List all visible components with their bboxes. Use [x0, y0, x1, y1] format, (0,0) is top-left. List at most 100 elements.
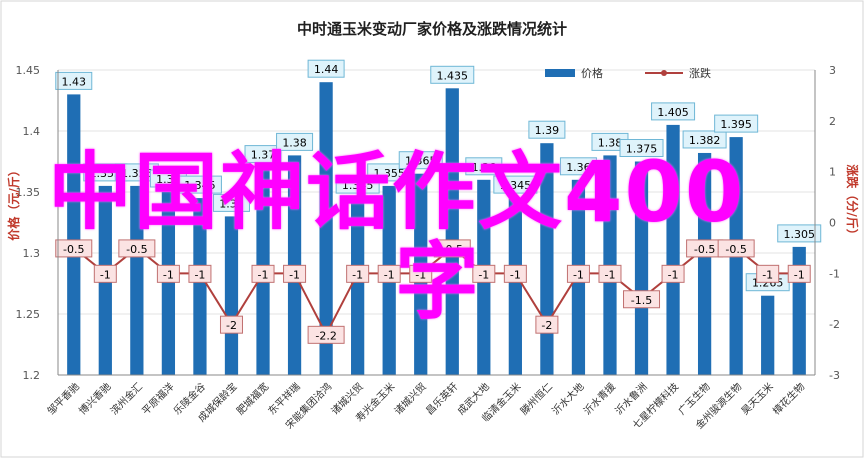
bar-label-box — [276, 132, 314, 151]
y-left-tick-label: 1.45 — [16, 64, 41, 77]
line-data-label: -0.5 — [725, 243, 746, 256]
y-left-tick-label: 1.35 — [16, 186, 41, 199]
line-data-label: -1 — [100, 268, 111, 281]
line-data-label: -2 — [541, 319, 552, 332]
bar-label-box — [651, 102, 696, 121]
bar-data-label: 1.36 — [566, 161, 591, 174]
line-label-box — [433, 239, 471, 258]
line-data-label: -1 — [762, 268, 773, 281]
line-data-label: -1 — [289, 268, 300, 281]
bar — [193, 198, 207, 375]
bar-label-box — [465, 157, 503, 176]
bar-data-label: 1.43 — [62, 75, 87, 88]
line-label-box — [307, 325, 345, 344]
y-right-tick-label: 2 — [829, 115, 836, 128]
bar-data-label: 1.44 — [314, 63, 339, 76]
line-data-label: -1 — [384, 268, 395, 281]
bar-data-label: 1.38 — [282, 136, 307, 149]
line-label-box — [566, 264, 590, 283]
line-label-box — [251, 264, 275, 283]
y-left-tick-label: 1.25 — [16, 308, 41, 321]
bar-data-label: 1.39 — [535, 124, 560, 137]
bar-label-box — [212, 193, 250, 212]
bar — [697, 152, 712, 375]
line-label-box — [283, 264, 307, 283]
line-series: -0.5 -1 -0.5 -1 -1 -2 -1 -1 -2.2 -1 -1 -1 -0.5 -1 -1 -2… — [55, 239, 811, 344]
bar — [351, 198, 365, 375]
line-data-label: -1 — [478, 268, 489, 281]
line-data-label: -1 — [604, 268, 615, 281]
bar-label-box — [619, 139, 664, 157]
bar-label-box — [177, 175, 222, 194]
bar-label-box — [714, 114, 759, 133]
line-label-box — [346, 264, 370, 283]
watermark-overlay-line1: 中国神话作文400 — [48, 143, 746, 241]
y-left-axis-title: 价格（元/斤） — [6, 164, 21, 240]
bar-data-label: 1.355 — [121, 167, 153, 180]
line-data-label: -0.5 — [63, 243, 84, 256]
y-left-tick-label: 1.2 — [23, 369, 41, 382]
bar-label-box — [493, 175, 538, 194]
line-data-label: -1 — [258, 268, 269, 281]
line-data-label: -1 — [510, 268, 521, 281]
chart-title: 中时通玉米变动厂家价格及涨跌情况统计 — [297, 20, 567, 38]
bar-data-label: 1.375 — [626, 143, 658, 156]
line-data-label: -1.5 — [631, 294, 652, 307]
line-label-box — [118, 239, 156, 258]
line-label-box — [717, 239, 755, 258]
bar — [130, 185, 144, 375]
bar-series: 1.431.355 1.355 1.35 1.3451.331.371.381.441… — [55, 59, 822, 376]
bar-data-label: 1.382 — [689, 134, 721, 147]
y-left-tick-label: 1.3 — [23, 247, 41, 260]
line-data-label: -1 — [194, 268, 205, 281]
line-data-label: -1 — [794, 268, 805, 281]
line-label-box — [661, 264, 685, 283]
y-right-tick-label: -2 — [829, 318, 840, 331]
y-right-tick-label: -3 — [829, 369, 840, 382]
bar-label-box — [682, 130, 727, 149]
bar-data-label: 1.435 — [437, 69, 469, 82]
bar-data-label: 1.35 — [156, 173, 181, 186]
line-data-label: -2.2 — [315, 329, 336, 342]
bar-label-box — [398, 151, 443, 170]
y-right-tick-label: 0 — [829, 217, 836, 230]
line-label-box — [409, 264, 433, 283]
line-label-box — [623, 290, 661, 309]
line-label-box — [472, 264, 496, 283]
bar-data-label: 1.33 — [219, 197, 244, 210]
bar-data-label: 1.365 — [405, 155, 437, 168]
legend-bar-label: 价格 — [581, 66, 603, 80]
line-label-box — [156, 264, 180, 283]
bar — [666, 124, 680, 376]
bar — [508, 198, 522, 375]
line-data-label: -1 — [163, 268, 174, 281]
line-label-box — [756, 264, 780, 283]
bar-data-label: 1.345 — [342, 179, 374, 192]
bar — [634, 161, 649, 375]
bar-data-label: 1.38 — [598, 136, 623, 149]
y-left-tick-label: 1.4 — [23, 125, 41, 138]
bar-label-box — [244, 145, 282, 164]
legend-bar-swatch — [545, 69, 575, 77]
line-label-box — [598, 264, 622, 283]
line-label-box — [535, 315, 559, 334]
bar — [161, 192, 176, 375]
bar-label-box — [430, 65, 475, 84]
y-right-tick-label: 3 — [829, 64, 836, 77]
legend-line-marker — [661, 70, 667, 76]
bar-label-box — [55, 71, 93, 90]
line-label-box — [55, 239, 93, 258]
bar-label-box — [307, 59, 345, 78]
bar — [224, 216, 239, 375]
line-data-label: -0.5 — [442, 243, 463, 256]
legend: 价格 涨跌 — [545, 66, 711, 80]
bar-data-label: 1.355 — [90, 167, 122, 180]
line-data-label: -1 — [668, 268, 679, 281]
bar-data-label: 1.305 — [783, 228, 815, 241]
line-label-box — [93, 264, 117, 283]
bar — [319, 82, 333, 375]
line-data-label: -0.5 — [694, 243, 715, 256]
line-data-label: -2 — [226, 319, 237, 332]
